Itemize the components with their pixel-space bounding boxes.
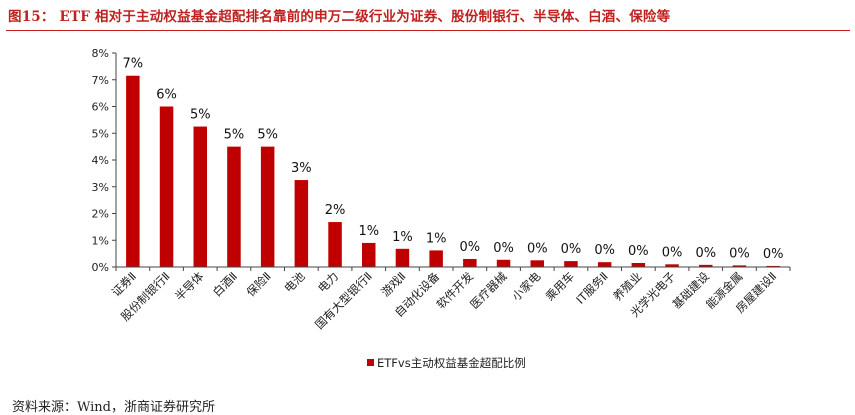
data-label: 6% bbox=[156, 88, 177, 103]
bar-chart: 0%1%2%3%4%5%6%7%8% 7%6%5%5% 5%3%2%1% 1% 1%0… bbox=[92, 47, 791, 370]
data-label: 0% bbox=[460, 240, 481, 255]
bar bbox=[665, 264, 679, 267]
x-tick-label: IT服务Ⅱ bbox=[573, 269, 611, 307]
data-label: 0% bbox=[527, 241, 548, 256]
data-label: 5% bbox=[190, 108, 211, 123]
legend-swatch bbox=[367, 359, 374, 366]
y-tick-label: 2% bbox=[92, 208, 109, 221]
bar bbox=[362, 242, 376, 267]
bar bbox=[126, 75, 140, 267]
bar bbox=[597, 262, 612, 267]
bar bbox=[395, 248, 410, 267]
data-label: 0% bbox=[493, 241, 514, 256]
y-tick-label: 6% bbox=[92, 101, 109, 114]
data-label: 1% bbox=[426, 231, 447, 246]
x-tick-label: 电池 bbox=[281, 269, 308, 296]
bar bbox=[227, 146, 241, 267]
data-label: 7% bbox=[123, 57, 144, 72]
title-divider bbox=[6, 30, 850, 31]
bar bbox=[260, 146, 275, 267]
x-tick-label: 半导体 bbox=[172, 269, 207, 304]
bar bbox=[193, 126, 207, 267]
data-label: 1% bbox=[358, 224, 379, 239]
data-label: 1% bbox=[392, 230, 413, 245]
data-label: 0% bbox=[695, 246, 716, 261]
y-tick-label: 1% bbox=[92, 234, 109, 247]
bar bbox=[631, 262, 646, 267]
legend: ETFvs主动权益基金超配比例 bbox=[367, 356, 526, 370]
bar bbox=[699, 264, 713, 267]
bar bbox=[294, 180, 309, 267]
y-tick-label: 7% bbox=[92, 74, 109, 87]
x-tick-label: 乘用车 bbox=[543, 269, 577, 303]
bar bbox=[496, 259, 511, 267]
source-note: 资料来源：Wind，浙商证券研究所 bbox=[12, 400, 215, 415]
x-tick-label: 保险Ⅱ bbox=[244, 269, 274, 299]
y-tick-label: 4% bbox=[92, 154, 109, 167]
y-tick-label: 8% bbox=[92, 47, 109, 60]
x-tick-label: 证券Ⅱ bbox=[109, 269, 139, 299]
x-tick-label: 医疗器械 bbox=[467, 269, 510, 312]
bar-series bbox=[126, 75, 780, 267]
data-label: 0% bbox=[628, 244, 649, 259]
y-tick-label: 3% bbox=[92, 181, 109, 194]
bar bbox=[530, 260, 544, 267]
bar bbox=[766, 265, 780, 267]
x-tick-label: 游戏Ⅱ bbox=[378, 269, 408, 299]
y-tick-label: 0% bbox=[92, 261, 109, 274]
bar bbox=[429, 250, 443, 267]
data-label: 3% bbox=[291, 161, 312, 176]
data-label: 0% bbox=[594, 243, 615, 258]
bar bbox=[328, 222, 342, 267]
page-title: 图15： ETF 相对于主动权益基金超配排名靠前的申万二级行业为证券、股份制银行… bbox=[8, 9, 671, 25]
data-label: 5% bbox=[224, 128, 245, 143]
x-tick-label: 白酒Ⅱ bbox=[210, 269, 240, 299]
data-label: 0% bbox=[763, 247, 784, 262]
data-labels: 7% 6% 5% 5% 5% 3% 2% 1% 1% 1% 0% 0% 0% 0% 0% 0% 0% 0% 0% 0% bbox=[123, 57, 784, 262]
legend-label: ETFvs主动权益基金超配比例 bbox=[377, 356, 526, 370]
x-tick-label: 电力 bbox=[315, 269, 341, 295]
y-axis: 0% 1% 2% 3% 4% 5% 6% 7% 8% bbox=[92, 47, 117, 274]
bar bbox=[732, 265, 747, 267]
data-label: 0% bbox=[561, 242, 582, 257]
data-label: 5% bbox=[257, 128, 278, 143]
data-label: 0% bbox=[729, 246, 750, 261]
data-label: 0% bbox=[662, 245, 683, 260]
x-tick-label: 小家电 bbox=[509, 269, 544, 304]
data-label: 2% bbox=[325, 203, 346, 218]
bar bbox=[463, 258, 477, 267]
bar bbox=[564, 261, 578, 267]
y-tick-label: 5% bbox=[92, 127, 109, 140]
bar bbox=[159, 106, 174, 267]
